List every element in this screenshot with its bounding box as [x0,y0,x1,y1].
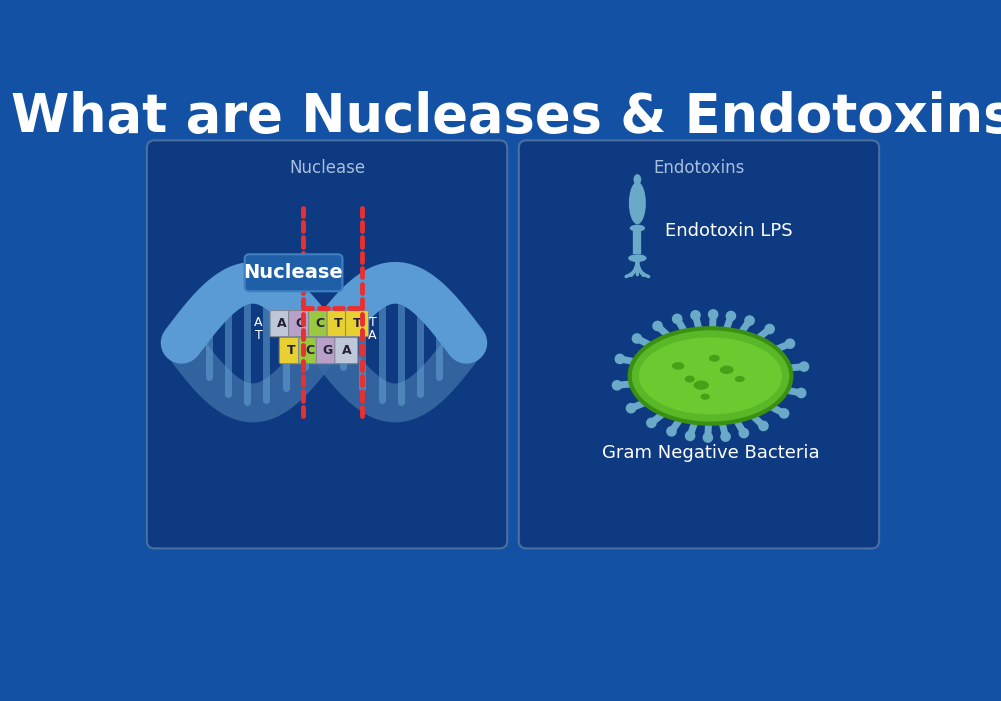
Circle shape [673,314,682,323]
Text: Endotoxins: Endotoxins [654,159,745,177]
Ellipse shape [630,224,645,231]
Circle shape [633,334,642,343]
Circle shape [627,404,636,413]
Text: Gram Negative Bacteria: Gram Negative Bacteria [602,444,820,462]
Ellipse shape [629,182,646,224]
Circle shape [765,325,774,334]
FancyBboxPatch shape [316,337,339,364]
FancyBboxPatch shape [279,337,302,364]
Text: A: A [277,317,286,330]
Ellipse shape [630,328,792,423]
Circle shape [691,311,700,320]
Text: C: C [305,344,314,357]
Circle shape [786,339,795,348]
Circle shape [686,431,695,440]
Text: T: T [368,315,376,329]
Circle shape [800,362,809,372]
FancyBboxPatch shape [334,337,358,364]
FancyBboxPatch shape [147,140,508,548]
Text: A: A [341,344,351,357]
Ellipse shape [701,394,710,400]
Circle shape [780,409,789,418]
Ellipse shape [634,175,642,185]
Circle shape [613,381,622,390]
Text: A: A [368,329,376,342]
FancyBboxPatch shape [327,311,350,336]
Text: T: T [254,329,262,342]
Text: C: C [315,317,324,330]
Circle shape [647,418,656,428]
Text: G: G [295,317,305,330]
Text: Endotoxin LPS: Endotoxin LPS [665,222,793,240]
Ellipse shape [720,365,734,374]
FancyBboxPatch shape [288,311,311,336]
Text: A: A [254,315,263,329]
Text: What are Nucleases & Endotoxins: What are Nucleases & Endotoxins [11,91,1001,143]
FancyBboxPatch shape [345,311,368,336]
Text: T: T [286,344,295,357]
Ellipse shape [672,362,685,370]
Text: Nuclease: Nuclease [243,264,343,283]
Circle shape [797,388,806,397]
Ellipse shape [735,376,745,382]
Circle shape [745,316,754,325]
Text: G: G [322,344,333,357]
Ellipse shape [694,381,709,390]
Text: Nuclease: Nuclease [289,159,365,177]
Circle shape [653,321,663,331]
Ellipse shape [629,254,647,262]
FancyBboxPatch shape [519,140,879,548]
Ellipse shape [685,376,695,383]
Circle shape [721,432,730,441]
FancyBboxPatch shape [298,337,321,364]
Circle shape [739,428,749,437]
FancyBboxPatch shape [270,311,293,336]
FancyBboxPatch shape [244,254,342,291]
Circle shape [704,433,713,442]
Circle shape [759,421,768,430]
Ellipse shape [709,355,720,362]
Circle shape [616,354,625,364]
Text: T: T [352,317,361,330]
FancyBboxPatch shape [308,311,331,336]
Circle shape [709,310,718,319]
Text: T: T [334,317,343,330]
Circle shape [667,427,676,436]
Circle shape [727,311,736,320]
Ellipse shape [639,337,782,414]
